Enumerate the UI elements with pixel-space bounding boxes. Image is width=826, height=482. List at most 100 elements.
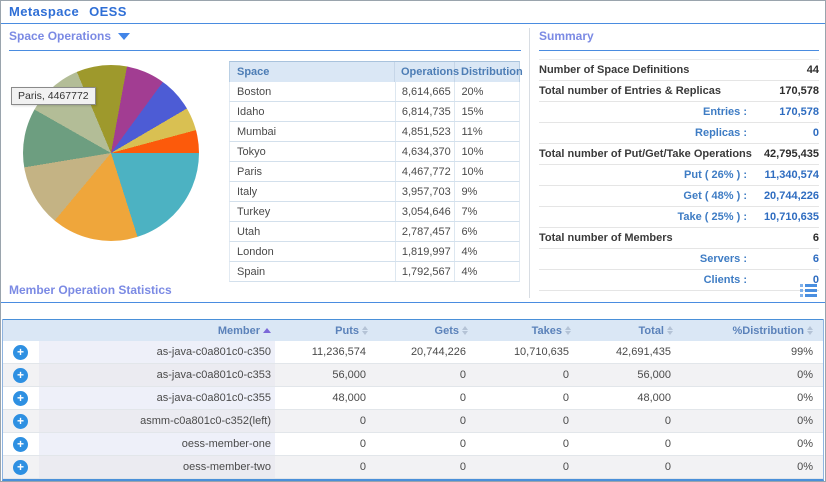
summary-value: 170,578	[747, 106, 819, 118]
page-title: Metaspace OESS	[9, 4, 127, 19]
table-row: as-java-c0a801c0-c353 56,000 0 0 56,000 …	[3, 364, 823, 387]
member-name: as-java-c0a801c0-c355	[39, 387, 275, 409]
table-row: Utah 2,787,457 6%	[229, 222, 520, 242]
takes-value: 0	[474, 456, 577, 478]
table-row: as-java-c0a801c0-c350 11,236,574 20,744,…	[3, 341, 823, 364]
space-operations-value: 3,054,646	[396, 202, 456, 221]
header-distribution[interactable]: Distribution	[455, 62, 519, 82]
summary-row: Total number of Entries & Replicas 170,5…	[539, 81, 819, 102]
panel-divider	[529, 28, 530, 298]
expand-row-button[interactable]	[13, 391, 28, 406]
expand-row-button[interactable]	[13, 345, 28, 360]
sort-icon	[362, 326, 368, 335]
takes-value: 10,710,635	[474, 341, 577, 363]
takes-value: 0	[474, 364, 577, 386]
expand-row-button[interactable]	[13, 460, 28, 475]
header-total-label: Total	[639, 325, 664, 337]
summary-value: 10,710,635	[747, 211, 819, 223]
table-row: oess-member-one 0 0 0 0 0%	[3, 433, 823, 456]
summary-panel: Number of Space Definitions 44 Total num…	[539, 59, 819, 291]
header-space[interactable]: Space	[230, 62, 395, 82]
space-distribution: 11%	[455, 122, 519, 141]
space-name: Idaho	[230, 102, 396, 121]
space-name: Mumbai	[230, 122, 396, 141]
space-name: Tokyo	[230, 142, 396, 161]
summary-label: Clients :	[539, 274, 747, 286]
member-name: as-java-c0a801c0-c353	[39, 364, 275, 386]
table-row: oess-member-two 0 0 0 0 0%	[3, 456, 823, 479]
header-gets[interactable]: Gets	[374, 320, 474, 341]
total-value: 0	[577, 410, 679, 432]
total-value: 56,000	[577, 364, 679, 386]
table-row: asmm-c0a801c0-c352(left) 0 0 0 0 0%	[3, 410, 823, 433]
table-row: Tokyo 4,634,370 10%	[229, 142, 520, 162]
expand-row-button[interactable]	[13, 414, 28, 429]
gets-value: 0	[374, 364, 474, 386]
table-row: as-java-c0a801c0-c355 48,000 0 0 48,000 …	[3, 387, 823, 410]
chevron-down-icon[interactable]	[118, 33, 130, 40]
header-total[interactable]: Total	[577, 320, 679, 341]
gets-value: 0	[374, 456, 474, 478]
total-value: 42,691,435	[577, 341, 679, 363]
space-operations-value: 4,634,370	[396, 142, 456, 161]
list-view-icon[interactable]	[800, 284, 817, 297]
space-operations-value: 4,467,772	[396, 162, 456, 181]
puts-value: 48,000	[275, 387, 374, 409]
summary-value: 42,795,435	[752, 148, 819, 160]
summary-label: Total number of Members	[539, 232, 747, 244]
summary-value: 6	[747, 253, 819, 265]
space-operations-value: 2,787,457	[396, 222, 456, 241]
header-operations[interactable]: Operations	[395, 62, 455, 82]
expand-row-button[interactable]	[13, 368, 28, 383]
pie-tooltip: Paris, 4467772	[11, 87, 96, 105]
summary-label: Take ( 25% ) :	[539, 211, 747, 223]
summary-row: Take ( 25% ) : 10,710,635	[539, 207, 819, 228]
sort-icon	[462, 326, 468, 335]
space-distribution: 6%	[455, 222, 519, 241]
table-row: Mumbai 4,851,523 11%	[229, 122, 520, 142]
space-operations-value: 1,819,997	[396, 242, 456, 261]
header-takes-label: Takes	[532, 325, 562, 337]
total-value: 0	[577, 433, 679, 455]
distribution-value: 0%	[679, 364, 823, 386]
table-row: London 1,819,997 4%	[229, 242, 520, 262]
member-name: oess-member-one	[39, 433, 275, 455]
header-distribution[interactable]: %Distribution	[679, 320, 823, 341]
summary-row: Servers : 6	[539, 249, 819, 270]
table-row: Paris 4,467,772 10%	[229, 162, 520, 182]
gets-value: 0	[374, 410, 474, 432]
member-name: asmm-c0a801c0-c352(left)	[39, 410, 275, 432]
space-operations-value: 6,814,735	[396, 102, 456, 121]
sort-ascending-icon	[263, 328, 271, 333]
summary-row: Total number of Members 6	[539, 228, 819, 249]
puts-value: 0	[275, 410, 374, 432]
space-distribution: 20%	[455, 82, 519, 101]
header-takes[interactable]: Takes	[474, 320, 577, 341]
space-operations-value: 3,957,703	[396, 182, 456, 201]
metaspace-dashboard: Metaspace OESS Space Operations Paris, 4…	[0, 0, 826, 482]
summary-label: Servers :	[539, 253, 747, 265]
space-operations-title: Space Operations	[9, 29, 111, 43]
sort-icon	[807, 326, 813, 335]
summary-value: 6	[747, 232, 819, 244]
sort-icon	[667, 326, 673, 335]
summary-row: Get ( 48% ) : 20,744,226	[539, 186, 819, 207]
puts-value: 56,000	[275, 364, 374, 386]
space-name: Spain	[230, 262, 396, 281]
takes-value: 0	[474, 410, 577, 432]
summary-label: Total number of Put/Get/Take Operations	[539, 148, 752, 160]
header-puts[interactable]: Puts	[275, 320, 374, 341]
takes-value: 0	[474, 387, 577, 409]
expand-row-button[interactable]	[13, 437, 28, 452]
summary-value: 20,744,226	[747, 190, 819, 202]
puts-value: 0	[275, 456, 374, 478]
space-distribution: 15%	[455, 102, 519, 121]
summary-label: Total number of Entries & Replicas	[539, 85, 747, 97]
summary-label: Get ( 48% ) :	[539, 190, 747, 202]
space-operations-dropdown[interactable]: Space Operations	[9, 29, 130, 43]
summary-row: Total number of Put/Get/Take Operations …	[539, 144, 819, 165]
header-member[interactable]: Member	[39, 320, 275, 341]
summary-value: 11,340,574	[747, 169, 819, 181]
header-expand	[3, 320, 39, 341]
title-divider	[1, 23, 825, 24]
